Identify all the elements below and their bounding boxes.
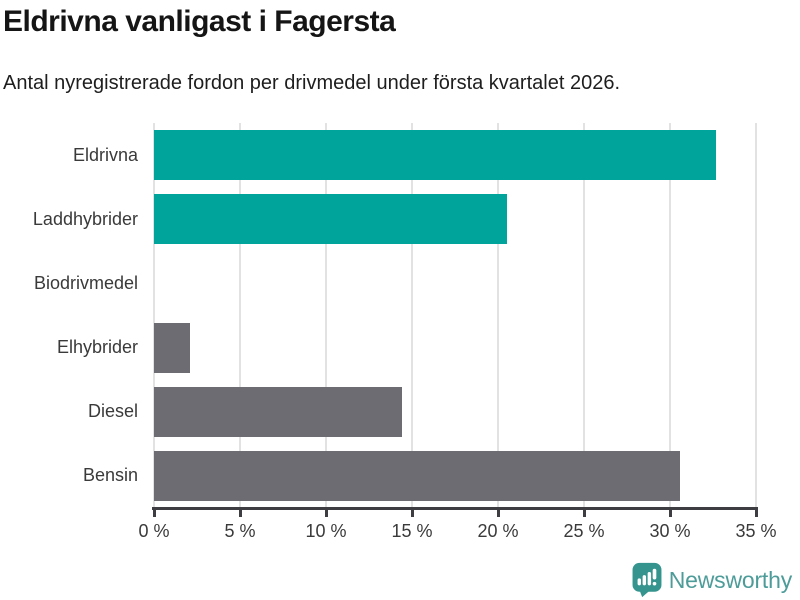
x-axis-tick (324, 510, 328, 517)
gridline (325, 123, 327, 508)
x-axis-tick-label: 0 % (138, 521, 170, 541)
bar-bensin (154, 450, 681, 501)
chart-subtitle: Antal nyregistrerade fordon per drivmede… (3, 72, 621, 94)
gridline (669, 123, 671, 508)
gridline (239, 123, 241, 508)
category-label: Bensin (82, 465, 138, 486)
bar-row (154, 251, 756, 315)
category-label: Elhybrider (56, 337, 138, 358)
x-axis-tick-label: 25 % (563, 521, 605, 541)
x-axis-tick-label: 35 % (735, 521, 777, 541)
x-axis-tick (152, 510, 156, 517)
x-axis-tick-label: 20 % (477, 521, 519, 541)
bar-row (154, 316, 756, 380)
plot-area (153, 123, 757, 508)
bar-row (154, 380, 756, 444)
x-axis-tick (582, 510, 586, 517)
x-axis-tick-label: 10 % (305, 521, 347, 541)
category-label: Biodrivmedel (33, 272, 138, 293)
chart-title: Eldrivna vanligast i Fagersta (3, 5, 396, 38)
bar-row (154, 444, 756, 508)
brand-footer: Newsworthy (632, 562, 792, 598)
bar-row (154, 123, 756, 187)
x-axis-tick-label: 5 % (224, 521, 256, 541)
gridline (755, 123, 757, 508)
newsworthy-logo-icon (632, 562, 662, 598)
x-axis-tick (668, 510, 672, 517)
bar-eldrivna (154, 130, 717, 181)
bar-row (154, 187, 756, 251)
category-label: Eldrivna (72, 144, 138, 165)
gridline (411, 123, 413, 508)
category-label: Laddhybrider (32, 208, 138, 229)
gridline (153, 123, 155, 508)
x-axis-tick-label: 15 % (391, 521, 433, 541)
x-axis-tick (238, 510, 242, 517)
gridline (497, 123, 499, 508)
x-axis-tick (496, 510, 500, 517)
gridline (583, 123, 585, 508)
y-axis-labels: Eldrivna Laddhybrider Biodrivmedel Elhybrid… (0, 123, 140, 508)
x-axis-tick-label: 30 % (649, 521, 691, 541)
bar-elhybrider (154, 322, 191, 373)
bar-laddhybrider (154, 194, 507, 245)
x-axis-line (152, 507, 758, 510)
x-axis-tick (410, 510, 414, 517)
bar-rows (154, 123, 756, 508)
brand-name: Newsworthy (668, 566, 792, 593)
category-label: Diesel (87, 401, 138, 422)
x-axis-tick (754, 510, 758, 517)
bar-diesel (154, 386, 402, 437)
